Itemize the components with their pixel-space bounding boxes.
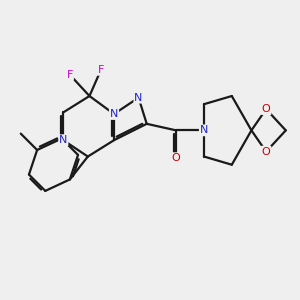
Text: O: O [262,104,271,114]
Text: N: N [200,125,208,135]
Text: N: N [134,93,143,103]
Text: O: O [172,153,181,163]
Text: N: N [110,109,118,119]
Text: F: F [67,70,73,80]
Text: N: N [59,135,68,145]
Text: F: F [98,65,104,75]
Text: O: O [262,147,271,157]
